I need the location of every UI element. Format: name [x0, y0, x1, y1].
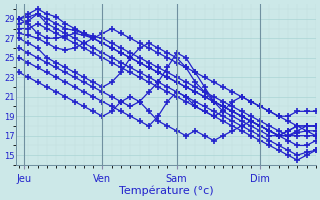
X-axis label: Température (°c): Température (°c)	[119, 185, 213, 196]
